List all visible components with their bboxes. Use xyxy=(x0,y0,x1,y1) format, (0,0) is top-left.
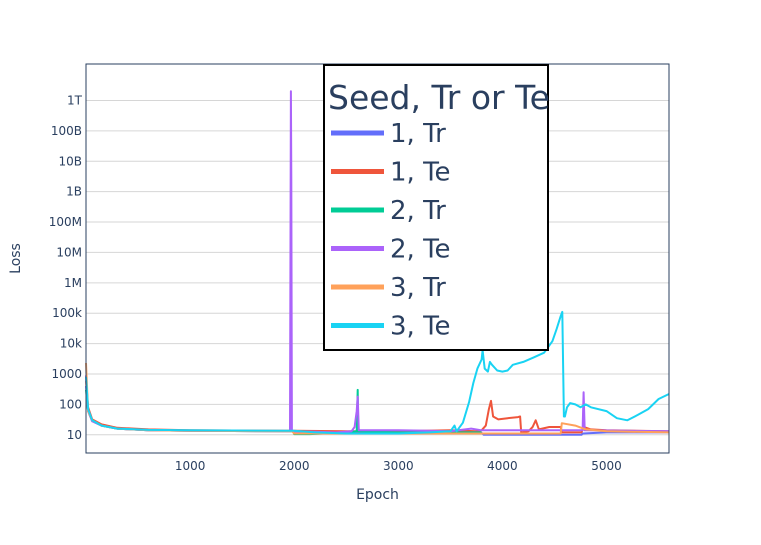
y-tick-labels: 10 100 1000 10k 100k 1M 10M 100M 1B 10B 100B 1T xyxy=(49,93,83,441)
y-tick-label: 10M xyxy=(56,245,82,259)
y-tick-label: 1000 xyxy=(51,367,82,381)
x-tick-label: 4000 xyxy=(487,459,518,473)
y-tick-label: 10B xyxy=(58,154,82,168)
legend-title: Seed, Tr or Te xyxy=(328,78,550,117)
legend-entry-label: 2, Tr xyxy=(390,196,446,226)
legend-entry-label: 1, Te xyxy=(390,158,451,188)
y-tick-label: 1B xyxy=(66,185,82,199)
y-tick-label: 1M xyxy=(64,276,82,290)
legend: Seed, Tr or Te 1, Tr 1, Te 2, Tr 2, Te 3, Tr… xyxy=(323,64,550,351)
x-tick-label: 5000 xyxy=(591,459,622,473)
y-tick-label: 10 xyxy=(67,428,82,442)
x-tick-label: 1000 xyxy=(175,459,206,473)
legend-entry-label: 3, Te xyxy=(390,312,451,342)
x-axis-title: Epoch xyxy=(356,487,399,503)
legend-entry-label: 3, Tr xyxy=(390,273,446,303)
y-tick-label: 100M xyxy=(49,215,82,229)
x-tick-labels: 1000 2000 3000 4000 5000 xyxy=(175,459,622,473)
y-tick-label: 1T xyxy=(67,93,83,107)
series-line-2-tr xyxy=(85,388,482,436)
x-tick-label: 3000 xyxy=(383,459,414,473)
y-tick-label: 100 xyxy=(59,397,82,411)
y-tick-label: 10k xyxy=(60,337,82,351)
y-axis-title: Loss xyxy=(8,243,24,274)
legend-items: 1, Tr 1, Te 2, Tr 2, Te 3, Tr 3, Te xyxy=(331,119,451,342)
y-tick-label: 100k xyxy=(52,306,82,320)
y-tick-label: 100B xyxy=(51,124,82,138)
series-line-3-te xyxy=(85,310,670,435)
x-tick-label: 2000 xyxy=(279,459,310,473)
legend-entry-label: 2, Te xyxy=(390,235,451,265)
legend-entry-label: 1, Tr xyxy=(390,119,446,149)
series-lines xyxy=(85,90,670,436)
